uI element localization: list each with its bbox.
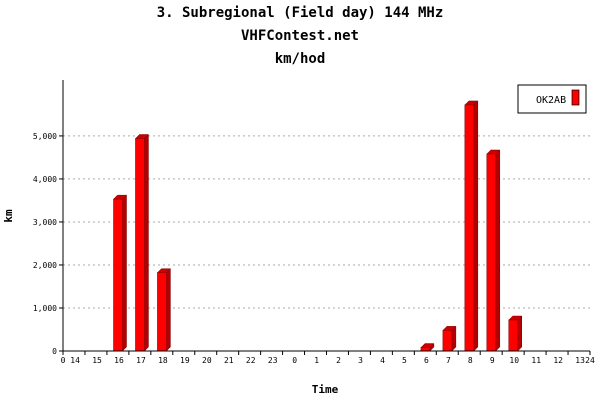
x-tick-label: 12 [553,356,563,365]
y-tick-label: 2,000 [33,261,57,270]
bar-front [135,138,145,352]
chart-unit-label: km/hod [274,51,326,67]
x-tick-label: 0 [292,356,297,365]
y-tick-label: 3,000 [33,218,57,227]
bar [420,342,435,352]
bar [134,133,150,352]
bar [464,100,479,352]
bar-side [517,315,522,352]
bar-side [144,133,149,352]
bar-front [464,104,475,352]
x-axis-end-label: 24 [585,356,595,365]
x-tick-label: 10 [509,356,519,365]
legend-label: OK2AB [536,95,566,106]
bar [112,194,128,352]
x-tick-label: 6 [424,356,429,365]
y-tick-label: 0 [52,347,57,356]
bar-side [166,268,171,352]
y-tick-label: 5,000 [33,132,57,141]
x-tick-label: 3 [358,356,363,365]
x-axis-start-label: 0 [61,356,66,365]
bar-side [473,100,479,352]
bar [156,268,172,352]
x-tick-label: 17 [136,356,146,365]
x-tick-label: 18 [158,356,168,365]
x-tick-label: 23 [268,356,278,365]
y-tick-label: 1,000 [33,304,57,313]
x-tick-label: 8 [468,356,473,365]
x-tick-label: 19 [180,356,190,365]
chart-title: 3. Subregional (Field day) 144 MHz [156,5,444,21]
x-tick-label: 15 [92,356,102,365]
x-tick-label: 14 [70,356,80,365]
x-tick-label: 4 [380,356,385,365]
bar [442,325,457,352]
y-tick-label: 4,000 [33,175,57,184]
x-tick-label: 1 [314,356,319,365]
x-tick-label: 16 [114,356,124,365]
bar-front [508,319,518,352]
bars [112,100,523,352]
x-tick-label: 7 [446,356,451,365]
x-tick-label: 5 [402,356,407,365]
chart-subtitle: VHFContest.net [240,28,359,44]
bar-front [442,330,453,352]
legend-swatch [571,89,580,106]
legend: OK2AB [517,84,587,114]
x-tick-label: 22 [246,356,256,365]
y-axis-ticks: 0 1,000 2,000 3,000 4,000 5,000 [33,132,63,356]
x-tick-label: 9 [490,356,495,365]
bar [508,315,523,352]
bar [486,149,501,352]
bar-front [486,153,497,352]
bar-side [495,149,501,352]
y-axis-label: km [2,209,15,223]
x-tick-label: 2 [336,356,341,365]
bar-front [157,272,167,352]
x-tick-label: 20 [202,356,212,365]
x-tick-label: 11 [531,356,541,365]
x-tick-label: 21 [224,356,234,365]
bar-front [113,198,123,352]
x-axis-label: Time [312,383,339,396]
bar-front [420,347,431,352]
x-tick-label: 13 [575,356,585,365]
bar-side [122,194,127,352]
